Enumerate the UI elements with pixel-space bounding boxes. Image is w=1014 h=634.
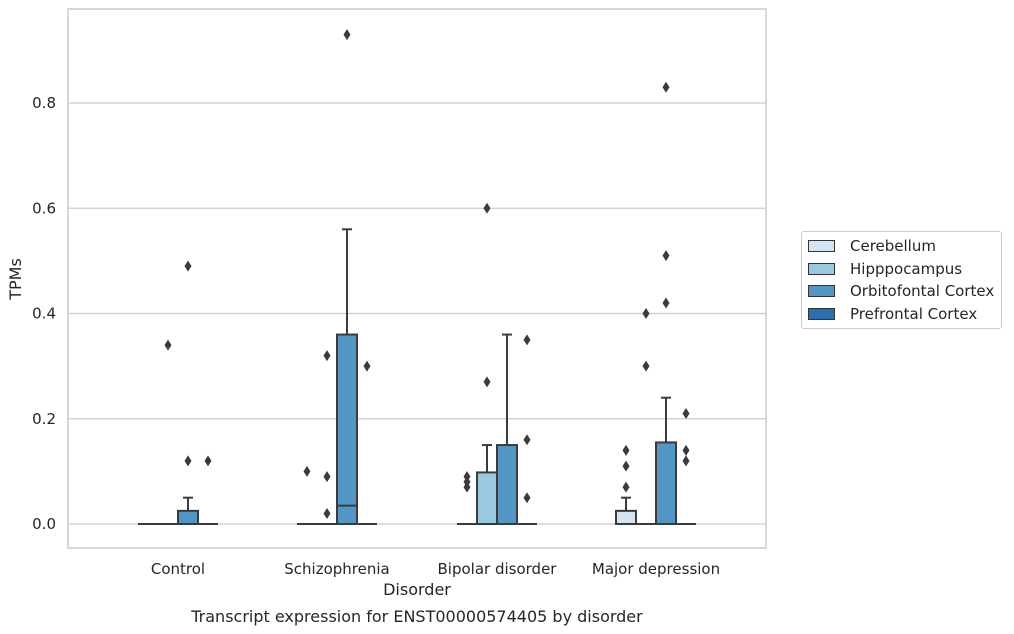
legend-label: Orbitofontal Cortex <box>850 282 995 301</box>
box-prefrontal-cortex <box>198 455 218 525</box>
box-body <box>336 333 358 525</box>
box-cerebellum <box>297 465 317 525</box>
outlier-point <box>662 297 670 309</box>
outlier-point <box>363 360 371 372</box>
outlier-point <box>204 455 212 467</box>
x-tick-label: Schizophrenia <box>284 560 389 578</box>
box-plot-marks <box>138 29 696 525</box>
x-tick-label: Bipolar disorder <box>438 560 558 578</box>
outlier-point <box>682 455 690 467</box>
y-tick-label: 0.0 <box>32 515 56 533</box>
box-prefrontal-cortex <box>517 334 537 525</box>
outlier-point <box>523 434 531 446</box>
legend-swatch <box>808 307 835 320</box>
y-tick-label: 0.8 <box>32 94 56 112</box>
legend-label: Hipppocampus <box>850 259 963 278</box>
x-axis-label: Disorder <box>383 580 451 599</box>
legend-swatch <box>808 262 835 275</box>
box-cerebellum <box>457 471 477 525</box>
outlier-point <box>682 444 690 456</box>
y-axis-label: TPMs <box>6 258 25 301</box>
box-body <box>177 509 199 525</box>
box-body <box>655 441 677 525</box>
outlier-point <box>323 350 331 362</box>
box-prefrontal-cortex <box>676 407 696 525</box>
y-tick-label: 0.6 <box>32 199 56 217</box>
legend-label: Prefrontal Cortex <box>850 304 978 323</box>
outlier-point <box>682 407 690 419</box>
x-tick-label: Control <box>151 560 205 578</box>
outlier-point <box>662 81 670 93</box>
legend-item: Cerebellum <box>802 235 1001 258</box>
box-body <box>615 509 637 525</box>
box-cerebellum <box>615 444 637 525</box>
outlier-point <box>622 460 630 472</box>
outlier-point <box>662 250 670 262</box>
box-body <box>476 471 498 525</box>
box-body <box>496 444 518 525</box>
outlier-point <box>303 465 311 477</box>
x-tick-label: Major depression <box>592 560 720 578</box>
outlier-point <box>483 376 491 388</box>
outlier-point <box>463 471 471 483</box>
x-axis-ticks: Control Schizophrenia Bipolar disorder Majo… <box>151 560 720 578</box>
box-hipppocampus <box>317 350 337 525</box>
plot-frame <box>67 8 767 549</box>
box-hipppocampus <box>476 202 498 525</box>
box-orbitofontal-cortex <box>336 29 358 525</box>
y-axis-ticks: 0.0 0.2 0.4 0.6 0.8 <box>32 94 56 533</box>
legend-swatch <box>808 285 835 298</box>
chart-caption: Transcript expression for ENST0000057440… <box>190 607 643 626</box>
legend-item: Orbitofontal Cortex <box>802 280 1001 303</box>
outlier-point <box>343 29 351 41</box>
outlier-point <box>622 444 630 456</box>
box-hipppocampus <box>158 339 178 525</box>
outlier-point <box>523 334 531 346</box>
outlier-point <box>622 481 630 493</box>
y-tick-label: 0.4 <box>32 305 56 323</box>
outlier-point <box>184 455 192 467</box>
outlier-point <box>184 260 192 272</box>
legend-swatch <box>808 240 835 253</box>
box-prefrontal-cortex <box>357 360 377 525</box>
legend-item: Hipppocampus <box>802 258 1001 281</box>
y-tick-label: 0.2 <box>32 410 56 428</box>
outlier-point <box>483 202 491 214</box>
outlier-point <box>642 360 650 372</box>
box-orbitofontal-cortex <box>496 333 518 525</box>
outlier-point <box>523 492 531 504</box>
outlier-point <box>323 471 331 483</box>
box-orbitofontal-cortex <box>177 260 199 525</box>
outlier-point <box>642 308 650 319</box>
outlier-point <box>323 507 331 519</box>
legend-label: Cerebellum <box>850 237 936 256</box>
outlier-point <box>164 339 172 351</box>
chart-legend: Cerebellum Hipppocampus Orbitofontal Corte… <box>801 231 1002 329</box>
legend-item: Prefrontal Cortex <box>802 303 1001 326</box>
box-hipppocampus <box>636 308 656 525</box>
box-orbitofontal-cortex <box>655 81 677 525</box>
